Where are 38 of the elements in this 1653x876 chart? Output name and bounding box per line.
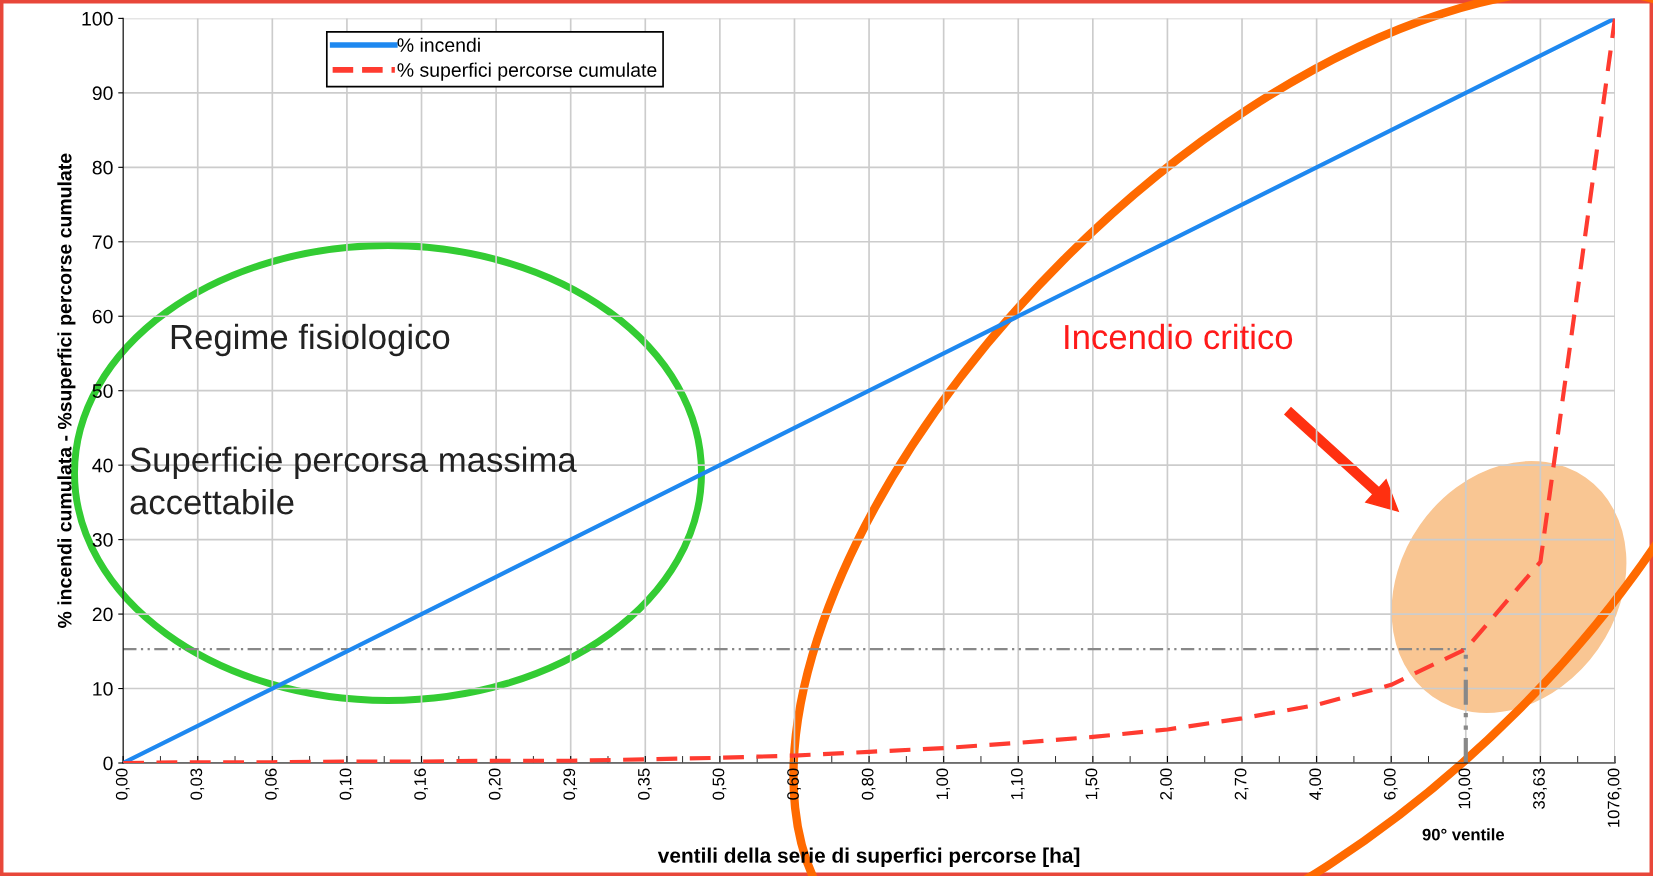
y-tick-label: 20 — [92, 607, 113, 622]
x-tick-label: 10,00 — [1458, 768, 1473, 809]
y-tick-label: 60 — [92, 309, 113, 324]
x-tick-label: 2,70 — [1234, 768, 1249, 800]
annotation: Superficie percorsa massima accettabile — [130, 446, 577, 515]
x-tick-label: 1,00 — [936, 768, 951, 800]
annotation: Incendio critico — [1065, 323, 1293, 350]
x-tick-label: 0,03 — [190, 768, 205, 800]
y-tick-label: 80 — [92, 160, 113, 175]
x-tick-label: 0,06 — [265, 768, 279, 800]
x-tick-label: 0,50 — [712, 768, 727, 800]
x-tick-label: 2,00 — [1160, 768, 1174, 800]
y-tick-label: 30 — [92, 533, 113, 547]
x-tick-label: 0,16 — [414, 768, 428, 800]
x-tick-label: 33,63 — [1533, 768, 1547, 809]
text: 90° ventile — [1422, 828, 1505, 841]
y-tick-label: 0 — [103, 756, 113, 771]
x-tick-label: 0,20 — [488, 768, 503, 800]
x-tick-label: 0,29 — [563, 768, 578, 800]
y-tick-label: 10 — [93, 682, 113, 696]
x-tick-label: 0,10 — [339, 768, 354, 800]
x-tick-label: 0,35 — [637, 768, 652, 800]
x-tick-label: 0,80 — [861, 768, 876, 800]
y-axis-title: % incendi cumulata - %superfici percorse cumulate — [57, 153, 76, 628]
x-tick-label: 1076,00 — [1607, 768, 1622, 827]
x-tick-label: 4,00 — [1309, 768, 1324, 800]
annotation: Regime fisiologico — [171, 323, 450, 357]
legend-label: % incendi — [397, 37, 480, 52]
x-tick-label: 0,00 — [115, 768, 130, 800]
x-tick-label: 0,60 — [787, 768, 801, 800]
x-tick-label: 6,00 — [1383, 768, 1398, 800]
x-tick-label: 1,10 — [1010, 768, 1025, 800]
x-tick-label: 1,50 — [1085, 768, 1100, 800]
y-tick-label: 40 — [92, 458, 113, 473]
y-tick-label: 90 — [92, 86, 113, 101]
y-tick-label: 100 — [82, 11, 113, 26]
legend-label: % superfici percorse cumulate — [397, 62, 657, 81]
y-tick-label: 70 — [92, 235, 113, 250]
